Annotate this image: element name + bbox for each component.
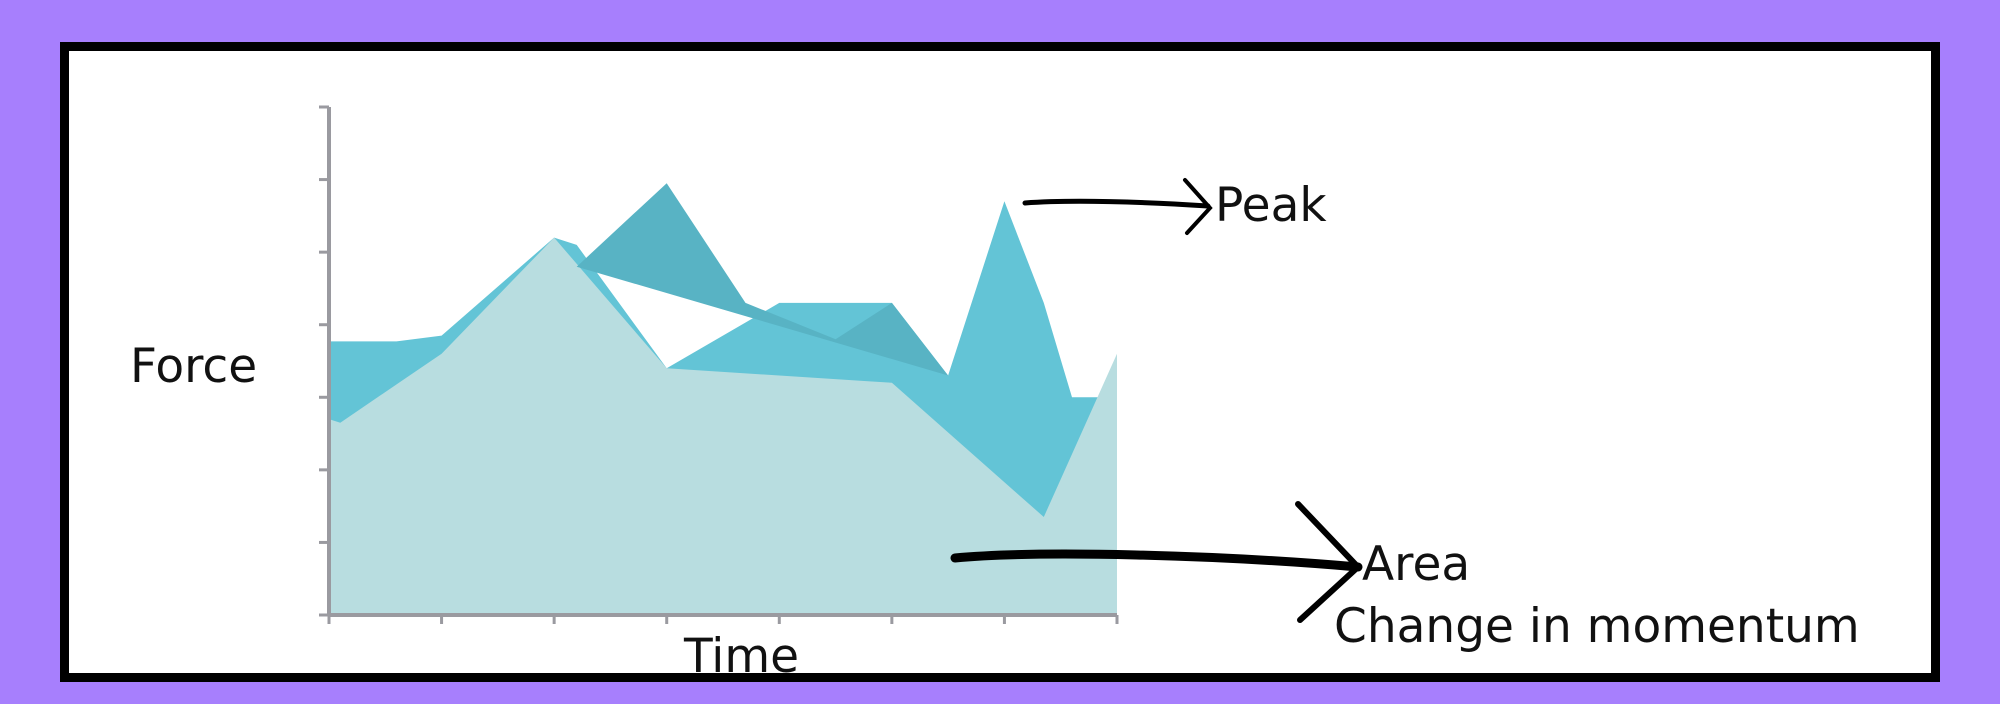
area-series-3 bbox=[576, 183, 949, 376]
momentum-annotation: Change in momentum bbox=[1334, 599, 1860, 654]
axes bbox=[319, 105, 1119, 624]
series-layer bbox=[329, 183, 1117, 616]
x-axis-label: Time bbox=[684, 629, 800, 684]
x-ticks bbox=[327, 615, 1119, 624]
area-annotation: Area bbox=[1362, 537, 1471, 592]
area-series-1 bbox=[329, 237, 1117, 615]
peak-annotation: Peak bbox=[1215, 178, 1327, 233]
area-arrow-icon bbox=[950, 501, 1363, 623]
y-axis-label: Force bbox=[130, 339, 258, 394]
y-ticks bbox=[319, 105, 329, 617]
peak-arrow-icon bbox=[1022, 178, 1213, 235]
